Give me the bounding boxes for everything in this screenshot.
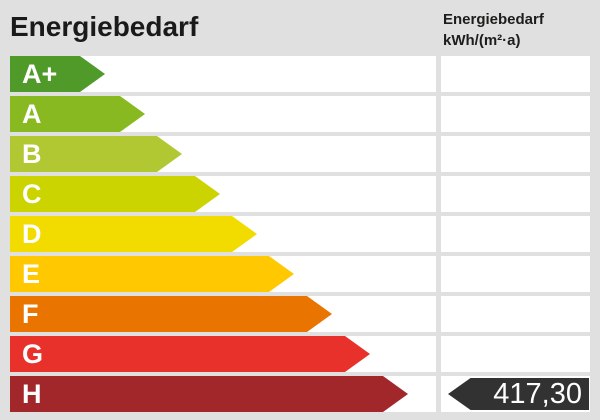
value-cell: [441, 256, 590, 292]
value-cell: [441, 216, 590, 252]
class-label: G: [22, 338, 44, 369]
energy-scale: A+ A B C D: [0, 56, 590, 412]
scale-row: G: [0, 336, 590, 372]
class-cell: G: [10, 336, 436, 372]
class-arrow-e: E: [10, 256, 294, 292]
class-label: E: [22, 258, 41, 289]
scale-row: B: [0, 136, 590, 172]
scale-row: E: [0, 256, 590, 292]
unit-label: kWh/(m²·a): [443, 32, 521, 49]
value-badge-text: 417,30: [493, 377, 582, 410]
class-cell: E: [10, 256, 436, 292]
value-cell: [441, 96, 590, 132]
class-label: F: [22, 298, 39, 329]
class-arrow-a-plus: A+: [10, 56, 105, 92]
class-arrow-f: F: [10, 296, 332, 332]
class-label: D: [22, 218, 42, 249]
unit-header: Energiebedarf kWh/(m²·a): [443, 9, 544, 51]
class-label: H: [22, 378, 42, 409]
class-cell: D: [10, 216, 436, 252]
value-cell: [441, 176, 590, 212]
class-arrow-b: B: [10, 136, 182, 172]
class-arrow-d: D: [10, 216, 257, 252]
value-cell: [441, 336, 590, 372]
class-cell: A: [10, 96, 436, 132]
scale-row: F: [0, 296, 590, 332]
scale-row: D: [0, 216, 590, 252]
class-cell: C: [10, 176, 436, 212]
scale-row: C: [0, 176, 590, 212]
class-arrow-a: A: [10, 96, 145, 132]
unit-header-title: Energiebedarf: [443, 11, 544, 28]
class-cell: F: [10, 296, 436, 332]
class-cell: H: [10, 376, 436, 412]
scale-row: A+: [0, 56, 590, 92]
class-label: C: [22, 178, 42, 209]
value-cell: [441, 296, 590, 332]
class-arrow-g: G: [10, 336, 370, 372]
page-title: Energiebedarf: [10, 11, 199, 42]
class-arrow-h: H: [10, 376, 408, 412]
value-badge: 417,30: [448, 378, 589, 410]
value-cell: [441, 136, 590, 172]
value-cell: 417,30: [441, 376, 590, 412]
scale-row: A: [0, 96, 590, 132]
class-cell: B: [10, 136, 436, 172]
class-arrow-c: C: [10, 176, 220, 212]
class-label: A+: [22, 58, 58, 89]
class-label: A: [22, 98, 42, 129]
class-label: B: [22, 138, 42, 169]
class-cell: A+: [10, 56, 436, 92]
scale-row: H 417,30: [0, 376, 590, 412]
value-cell: [441, 56, 590, 92]
